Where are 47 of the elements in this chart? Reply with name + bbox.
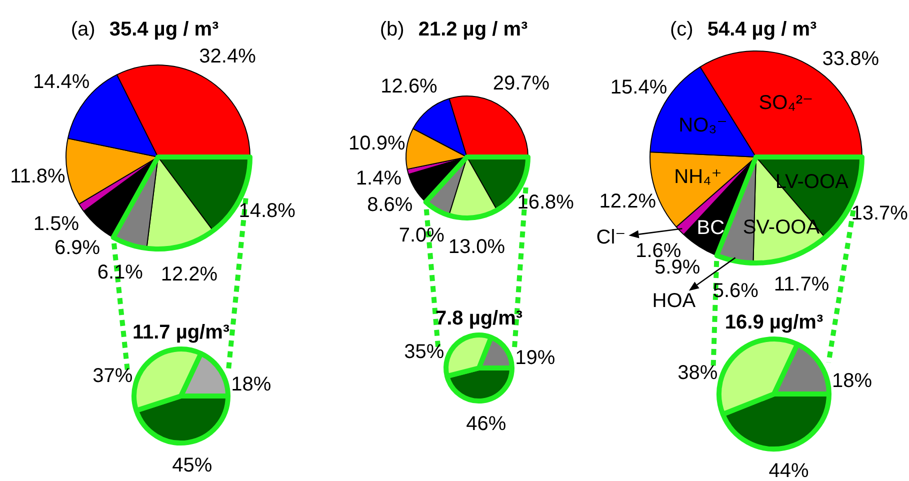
data-label: 12.6% xyxy=(380,75,438,98)
chart-title: 7.8 µg/m³ xyxy=(435,308,523,330)
data-label: 14.4% xyxy=(32,71,90,94)
chart-title: 11.7 µg/m³ xyxy=(132,322,230,344)
data-label: 45% xyxy=(172,454,212,477)
data-label: 19% xyxy=(515,346,556,369)
data-label: 13.7% xyxy=(851,202,908,224)
text: (a) xyxy=(70,18,96,41)
data-label: 1.4% xyxy=(356,168,402,190)
slice-label: NO₃⁻ xyxy=(678,114,728,136)
data-label: 18% xyxy=(231,373,272,396)
slice-label: HOA xyxy=(652,290,696,312)
data-label: 13.0% xyxy=(448,236,506,258)
text: (c) xyxy=(670,18,694,41)
slice-label: NH₄⁺ xyxy=(674,166,722,188)
slice-label: Cl⁻ xyxy=(596,226,626,248)
data-label: 38% xyxy=(678,362,718,384)
data-label: 15.4% xyxy=(610,76,668,99)
data-label: 10.9% xyxy=(348,132,406,155)
chart-title: 16.9 µg/m³ xyxy=(724,312,824,334)
data-label: 6.9% xyxy=(54,236,100,259)
data-label: 46% xyxy=(466,413,506,436)
data-label: 6.1% xyxy=(97,261,144,284)
chart-title: 35.4 µg / m³ xyxy=(109,18,220,41)
data-label: 18% xyxy=(832,370,872,392)
text: (b) xyxy=(380,18,404,41)
data-label: 44% xyxy=(768,460,810,481)
data-label: 1.5% xyxy=(33,212,80,235)
data-label: 14.8% xyxy=(238,200,296,222)
data-label: 7.0% xyxy=(398,224,445,246)
slice-label: BC xyxy=(696,217,725,240)
data-label: 11.8% xyxy=(10,166,66,188)
slice-label: LV-OOA xyxy=(775,171,850,194)
chart-title: 21.2 µg / m³ xyxy=(418,18,528,41)
data-label: 29.7% xyxy=(492,72,550,94)
data-label: 5.6% xyxy=(712,280,759,302)
data-label: 12.2% xyxy=(160,263,218,286)
data-label: 37% xyxy=(92,365,133,388)
data-label: 12.2% xyxy=(599,190,656,212)
data-label: 32.4% xyxy=(199,45,256,68)
data-label: 16.8% xyxy=(517,191,574,214)
chart-title: 54.4 µg / m³ xyxy=(707,18,818,41)
slice-label: SO₄²⁻ xyxy=(758,92,814,114)
data-label: 11.7% xyxy=(774,274,830,296)
data-label: 33.8% xyxy=(822,48,880,70)
data-label: 35% xyxy=(404,340,444,363)
data-label: 8.6% xyxy=(367,194,413,216)
